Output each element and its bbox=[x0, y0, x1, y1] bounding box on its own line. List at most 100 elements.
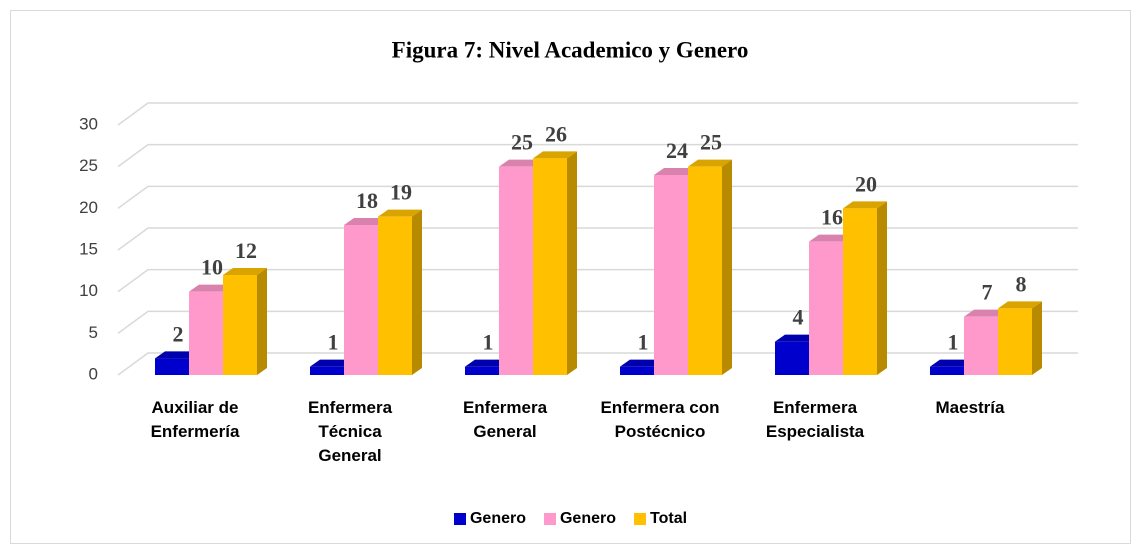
legend: Genero Genero Total bbox=[0, 510, 1141, 528]
bar bbox=[533, 151, 577, 375]
bar-top bbox=[533, 151, 577, 159]
bar-top bbox=[775, 334, 819, 342]
y-tick-label: 30 bbox=[79, 114, 98, 133]
legend-swatch bbox=[634, 513, 646, 525]
bar-top bbox=[998, 301, 1042, 309]
grid-line bbox=[117, 268, 1078, 293]
grid-line bbox=[117, 310, 1078, 334]
bar-front bbox=[930, 366, 964, 375]
bar-side bbox=[412, 209, 422, 375]
y-tick-label: 5 bbox=[89, 323, 98, 342]
data-label: 18 bbox=[356, 188, 378, 213]
data-label: 25 bbox=[700, 130, 722, 155]
bar-front bbox=[998, 308, 1032, 375]
bar-side bbox=[722, 159, 732, 375]
grid-line bbox=[117, 143, 1078, 168]
data-label: 1 bbox=[483, 330, 494, 355]
bar-top bbox=[310, 359, 354, 367]
data-label: 12 bbox=[235, 238, 257, 263]
data-label: 1 bbox=[638, 330, 649, 355]
bar-top bbox=[344, 218, 388, 225]
data-label: 10 bbox=[201, 255, 223, 280]
bar-front bbox=[465, 366, 499, 375]
legend-label: Total bbox=[650, 510, 688, 527]
bar-top bbox=[223, 268, 267, 275]
bar-front bbox=[775, 341, 809, 375]
grid-line bbox=[117, 352, 1078, 376]
bar-front bbox=[189, 291, 223, 375]
data-label: 1 bbox=[328, 330, 339, 355]
bar-front bbox=[155, 358, 189, 375]
data-label: 24 bbox=[666, 138, 688, 163]
y-tick-label: 10 bbox=[79, 281, 98, 300]
bar-front bbox=[843, 208, 877, 375]
data-label: 7 bbox=[982, 280, 993, 305]
legend-label: Genero bbox=[559, 510, 616, 527]
y-tick-label: 15 bbox=[79, 239, 98, 258]
bar-front bbox=[310, 366, 344, 375]
y-tick-label: 25 bbox=[79, 156, 98, 175]
legend-swatch bbox=[543, 513, 556, 525]
data-label: 1 bbox=[948, 330, 959, 355]
data-label: 8 bbox=[1016, 271, 1027, 296]
data-label: 19 bbox=[390, 180, 412, 205]
bar-front bbox=[378, 216, 412, 375]
bar-top bbox=[964, 309, 1008, 317]
legend-item: Total bbox=[634, 510, 687, 528]
x-tick-label: Enfermera Técnica General bbox=[307, 398, 393, 465]
bar-top bbox=[688, 159, 732, 167]
bar bbox=[223, 268, 267, 375]
legend-label: Genero bbox=[469, 510, 526, 527]
bar-top bbox=[155, 351, 199, 359]
bar-front bbox=[654, 175, 688, 375]
y-tick-label: 20 bbox=[79, 198, 98, 217]
bar-front bbox=[499, 166, 533, 375]
x-tick-label: Maestría bbox=[935, 398, 1005, 417]
bar-top bbox=[378, 209, 422, 217]
legend-item: Genero bbox=[453, 510, 526, 528]
bar-side bbox=[567, 151, 577, 375]
grid-line bbox=[117, 102, 1078, 126]
grid-line bbox=[117, 185, 1078, 209]
grid-line bbox=[117, 227, 1078, 251]
x-tick-label: Enfermera General bbox=[462, 398, 548, 441]
bar bbox=[688, 159, 732, 375]
x-tick-label: Auxiliar de Enfermería bbox=[150, 398, 240, 441]
data-label: 4 bbox=[793, 305, 804, 330]
bar bbox=[998, 301, 1042, 375]
bar-top bbox=[809, 234, 853, 242]
bar-front bbox=[344, 225, 378, 375]
bar-front bbox=[964, 316, 998, 375]
bar-front bbox=[223, 275, 257, 375]
bar-side bbox=[257, 268, 267, 375]
bar-front bbox=[533, 158, 567, 375]
data-label: 2 bbox=[173, 321, 184, 346]
bar-top bbox=[499, 159, 543, 167]
bar-top bbox=[465, 359, 509, 367]
data-label: 26 bbox=[545, 121, 567, 146]
data-label: 16 bbox=[821, 205, 843, 230]
bar-top bbox=[654, 168, 698, 175]
bar-front bbox=[809, 241, 843, 375]
legend-item: Genero bbox=[543, 510, 616, 528]
bar-front bbox=[688, 166, 722, 375]
chart-title: Figura 7: Nivel Academico y Genero bbox=[392, 37, 749, 62]
bar-side bbox=[877, 201, 887, 375]
y-tick-label: 0 bbox=[89, 364, 98, 383]
bar-top bbox=[620, 359, 664, 367]
bar-top bbox=[930, 359, 974, 367]
bar bbox=[378, 209, 422, 375]
data-label: 20 bbox=[855, 171, 877, 196]
bar-front bbox=[620, 366, 654, 375]
x-tick-label: Enfermera con Postécnico bbox=[600, 398, 720, 441]
x-tick-label: Enfermera Especialista bbox=[765, 398, 865, 441]
bar bbox=[964, 309, 1008, 375]
bar bbox=[843, 201, 887, 375]
legend-swatch bbox=[453, 513, 466, 525]
bar-top bbox=[843, 201, 887, 209]
bar-top bbox=[189, 284, 233, 292]
bar-side bbox=[1032, 301, 1042, 375]
data-label: 25 bbox=[511, 130, 533, 155]
